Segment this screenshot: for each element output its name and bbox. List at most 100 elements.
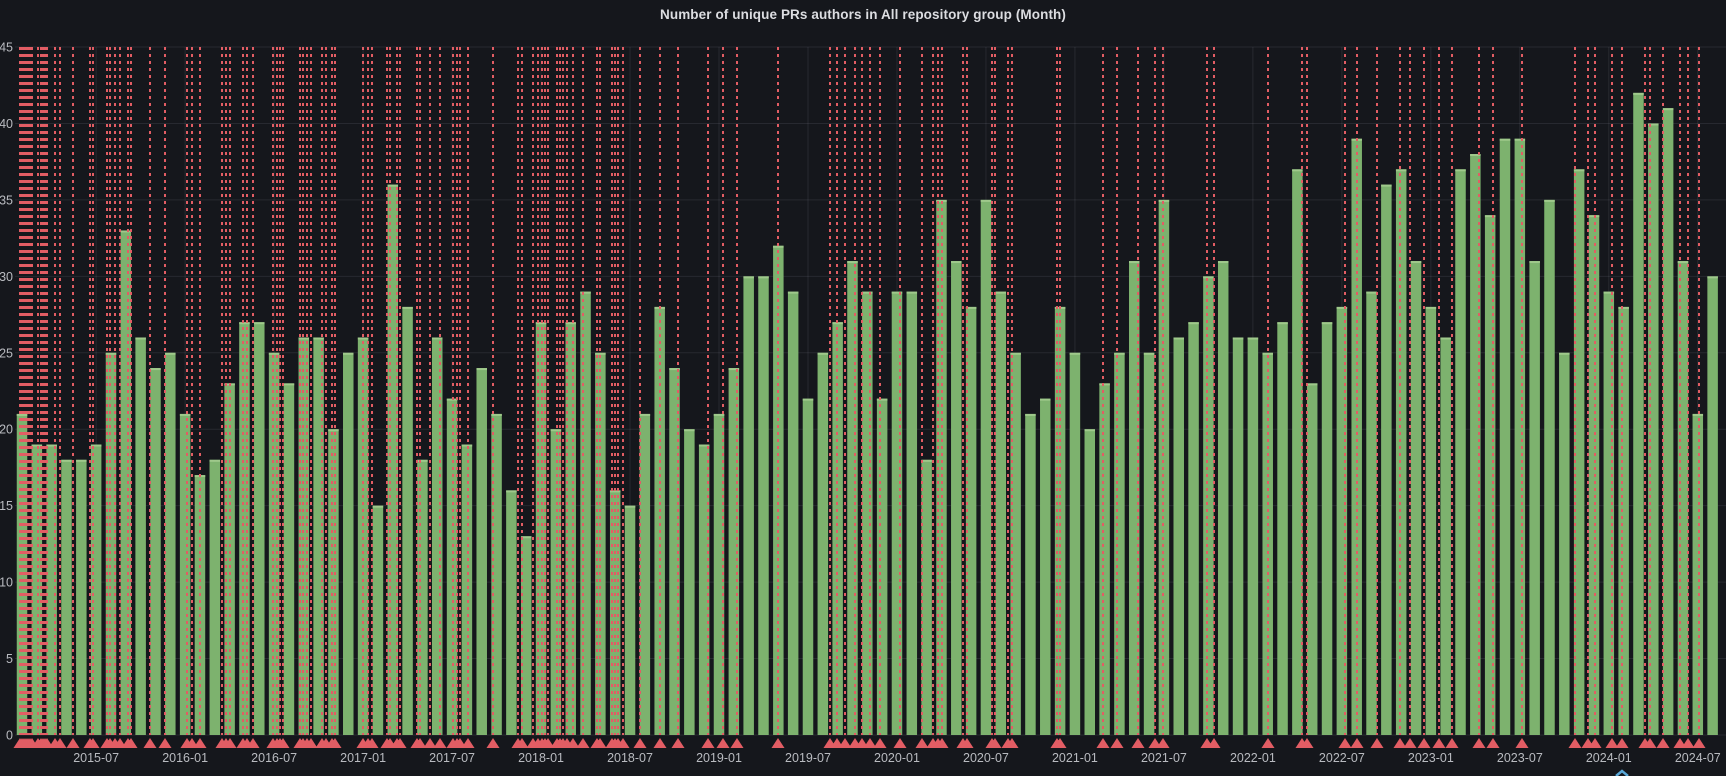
bar[interactable]: [1470, 154, 1481, 735]
annotation-marker-icon[interactable]: [1005, 738, 1019, 748]
annotation-marker-icon[interactable]: [1261, 738, 1275, 748]
annotation-marker-icon[interactable]: [893, 738, 907, 748]
bar[interactable]: [1662, 108, 1674, 735]
annotation-marker-icon[interactable]: [730, 738, 744, 748]
bar[interactable]: [506, 490, 517, 735]
bar[interactable]: [921, 459, 932, 735]
bar[interactable]: [1633, 92, 1644, 735]
annotation-marker-icon[interactable]: [304, 738, 318, 748]
bar[interactable]: [1306, 383, 1318, 735]
bar[interactable]: [595, 352, 606, 735]
annotation-marker-icon[interactable]: [1417, 738, 1431, 748]
annotation-marker-icon[interactable]: [1568, 738, 1582, 748]
bar[interactable]: [90, 444, 102, 735]
annotation-marker-icon[interactable]: [1350, 738, 1364, 748]
annotation-marker-icon[interactable]: [1156, 738, 1170, 748]
annotation-marker-icon[interactable]: [1515, 738, 1529, 748]
bar[interactable]: [461, 444, 473, 735]
bar[interactable]: [787, 291, 799, 735]
bar[interactable]: [372, 505, 384, 735]
bar[interactable]: [1099, 383, 1110, 735]
annotation-marker-icon[interactable]: [1432, 738, 1446, 748]
annotation-marker-icon[interactable]: [124, 738, 138, 748]
bar[interactable]: [343, 352, 354, 735]
annotation-marker-icon[interactable]: [1588, 738, 1602, 748]
bar[interactable]: [1054, 306, 1066, 735]
annotation-marker-icon[interactable]: [1472, 738, 1486, 748]
bar[interactable]: [965, 306, 977, 735]
bar[interactable]: [476, 368, 487, 735]
annotation-marker-icon[interactable]: [1403, 738, 1417, 748]
bar[interactable]: [1484, 215, 1496, 735]
bar[interactable]: [520, 536, 532, 735]
bar[interactable]: [417, 459, 428, 735]
bar[interactable]: [165, 352, 176, 735]
bar[interactable]: [491, 413, 502, 735]
bar[interactable]: [1336, 306, 1348, 735]
annotation-marker-icon[interactable]: [143, 738, 157, 748]
bar[interactable]: [150, 368, 161, 735]
bar[interactable]: [654, 306, 665, 735]
annotation-marker-icon[interactable]: [1207, 738, 1221, 748]
bar[interactable]: [1069, 352, 1081, 735]
bar[interactable]: [179, 413, 191, 735]
bar[interactable]: [387, 184, 399, 736]
annotation-marker-icon[interactable]: [988, 738, 1002, 748]
bar[interactable]: [357, 337, 369, 735]
annotation-marker-icon[interactable]: [771, 738, 785, 748]
annotation-marker-icon[interactable]: [863, 738, 877, 748]
bar[interactable]: [1603, 291, 1615, 735]
bar[interactable]: [46, 444, 57, 735]
annotation-marker-icon[interactable]: [701, 738, 715, 748]
bar[interactable]: [1366, 291, 1377, 735]
bar[interactable]: [1544, 199, 1555, 735]
annotation-marker-icon[interactable]: [1131, 738, 1145, 748]
annotation-marker-icon[interactable]: [593, 738, 607, 748]
bar[interactable]: [268, 352, 280, 735]
bar[interactable]: [1395, 169, 1407, 736]
annotation-marker-icon[interactable]: [1643, 738, 1657, 748]
annotation-marker-icon[interactable]: [515, 738, 529, 748]
annotation-marker-icon[interactable]: [158, 738, 172, 748]
bar[interactable]: [802, 398, 814, 735]
bar[interactable]: [906, 291, 918, 735]
bar[interactable]: [698, 444, 710, 735]
annotation-marker-icon[interactable]: [461, 738, 475, 748]
bar[interactable]: [1292, 169, 1303, 736]
bar[interactable]: [1173, 337, 1184, 735]
annotation-marker-icon[interactable]: [873, 738, 887, 748]
bar[interactable]: [550, 429, 562, 735]
bar[interactable]: [1559, 352, 1570, 735]
bar[interactable]: [1247, 337, 1259, 735]
bar[interactable]: [1425, 306, 1437, 735]
bar[interactable]: [120, 230, 132, 735]
bar[interactable]: [876, 398, 888, 735]
bar[interactable]: [1455, 169, 1466, 736]
bar[interactable]: [891, 291, 903, 735]
bar[interactable]: [1277, 322, 1288, 735]
annotation-marker-icon[interactable]: [393, 738, 407, 748]
annotation-marker-icon[interactable]: [53, 738, 67, 748]
bar[interactable]: [1677, 261, 1689, 735]
annotation-marker-icon[interactable]: [433, 738, 447, 748]
bar[interactable]: [1440, 337, 1451, 735]
bar[interactable]: [135, 337, 146, 735]
bar[interactable]: [1514, 138, 1526, 735]
bar[interactable]: [1025, 413, 1036, 735]
bar[interactable]: [328, 429, 339, 735]
annotation-marker-icon[interactable]: [193, 738, 207, 748]
bar[interactable]: [1188, 322, 1199, 735]
bar[interactable]: [639, 413, 651, 735]
bar[interactable]: [951, 261, 962, 735]
bar[interactable]: [1114, 352, 1125, 735]
bar[interactable]: [1529, 261, 1540, 735]
bar[interactable]: [1410, 261, 1422, 735]
bar[interactable]: [1232, 337, 1244, 735]
annotation-marker-icon[interactable]: [1110, 738, 1124, 748]
bar[interactable]: [713, 413, 725, 735]
bar[interactable]: [1618, 306, 1629, 735]
bar[interactable]: [1129, 261, 1140, 735]
bar[interactable]: [669, 368, 680, 735]
bar[interactable]: [239, 322, 250, 735]
bar[interactable]: [209, 459, 221, 735]
